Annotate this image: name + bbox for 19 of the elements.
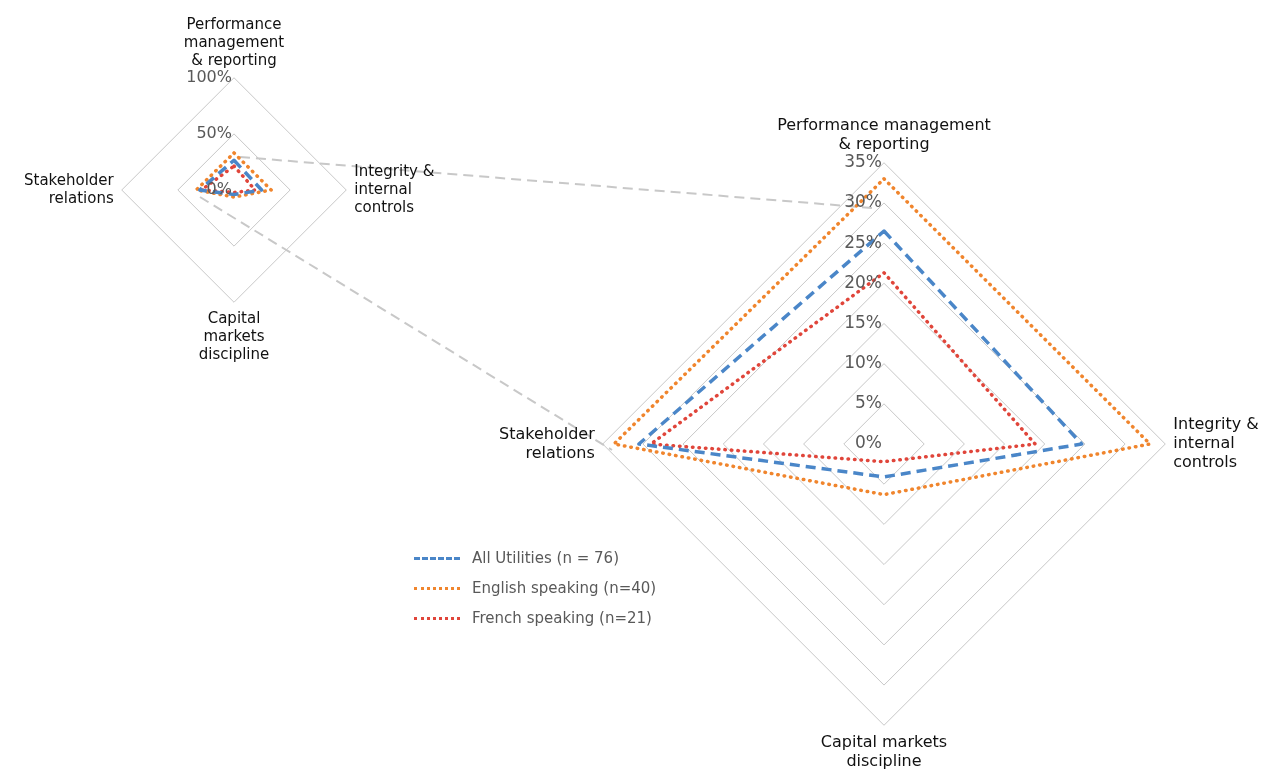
y-tick-label: 35%	[844, 151, 882, 172]
y-tick-label: 50%	[196, 123, 232, 143]
spoke-label: Integrity & internal controls	[354, 161, 435, 216]
spoke-label: Capital markets discipline	[198, 309, 270, 364]
y-tick-label: 15%	[844, 311, 882, 332]
legend-label: English speaking (n=40)	[472, 579, 657, 597]
spoke-label: Capital markets discipline	[820, 732, 948, 771]
y-tick-label: 25%	[844, 231, 882, 252]
y-tick-label: 5%	[855, 392, 882, 413]
legend-label: French speaking (n=21)	[472, 609, 652, 627]
legend-label: All Utilities (n = 76)	[472, 549, 619, 567]
spoke-label: Stakeholder relations	[23, 170, 115, 207]
spoke-label: Stakeholder relations	[498, 423, 596, 462]
spoke-label: Performance management & reporting	[777, 115, 991, 154]
spoke-label: Integrity & internal controls	[1173, 413, 1259, 472]
spoke-label: Performance management & reporting	[183, 14, 285, 69]
y-tick-label: 30%	[844, 191, 882, 212]
y-tick-label: 0%	[855, 432, 882, 453]
y-tick-label: 10%	[844, 352, 882, 373]
